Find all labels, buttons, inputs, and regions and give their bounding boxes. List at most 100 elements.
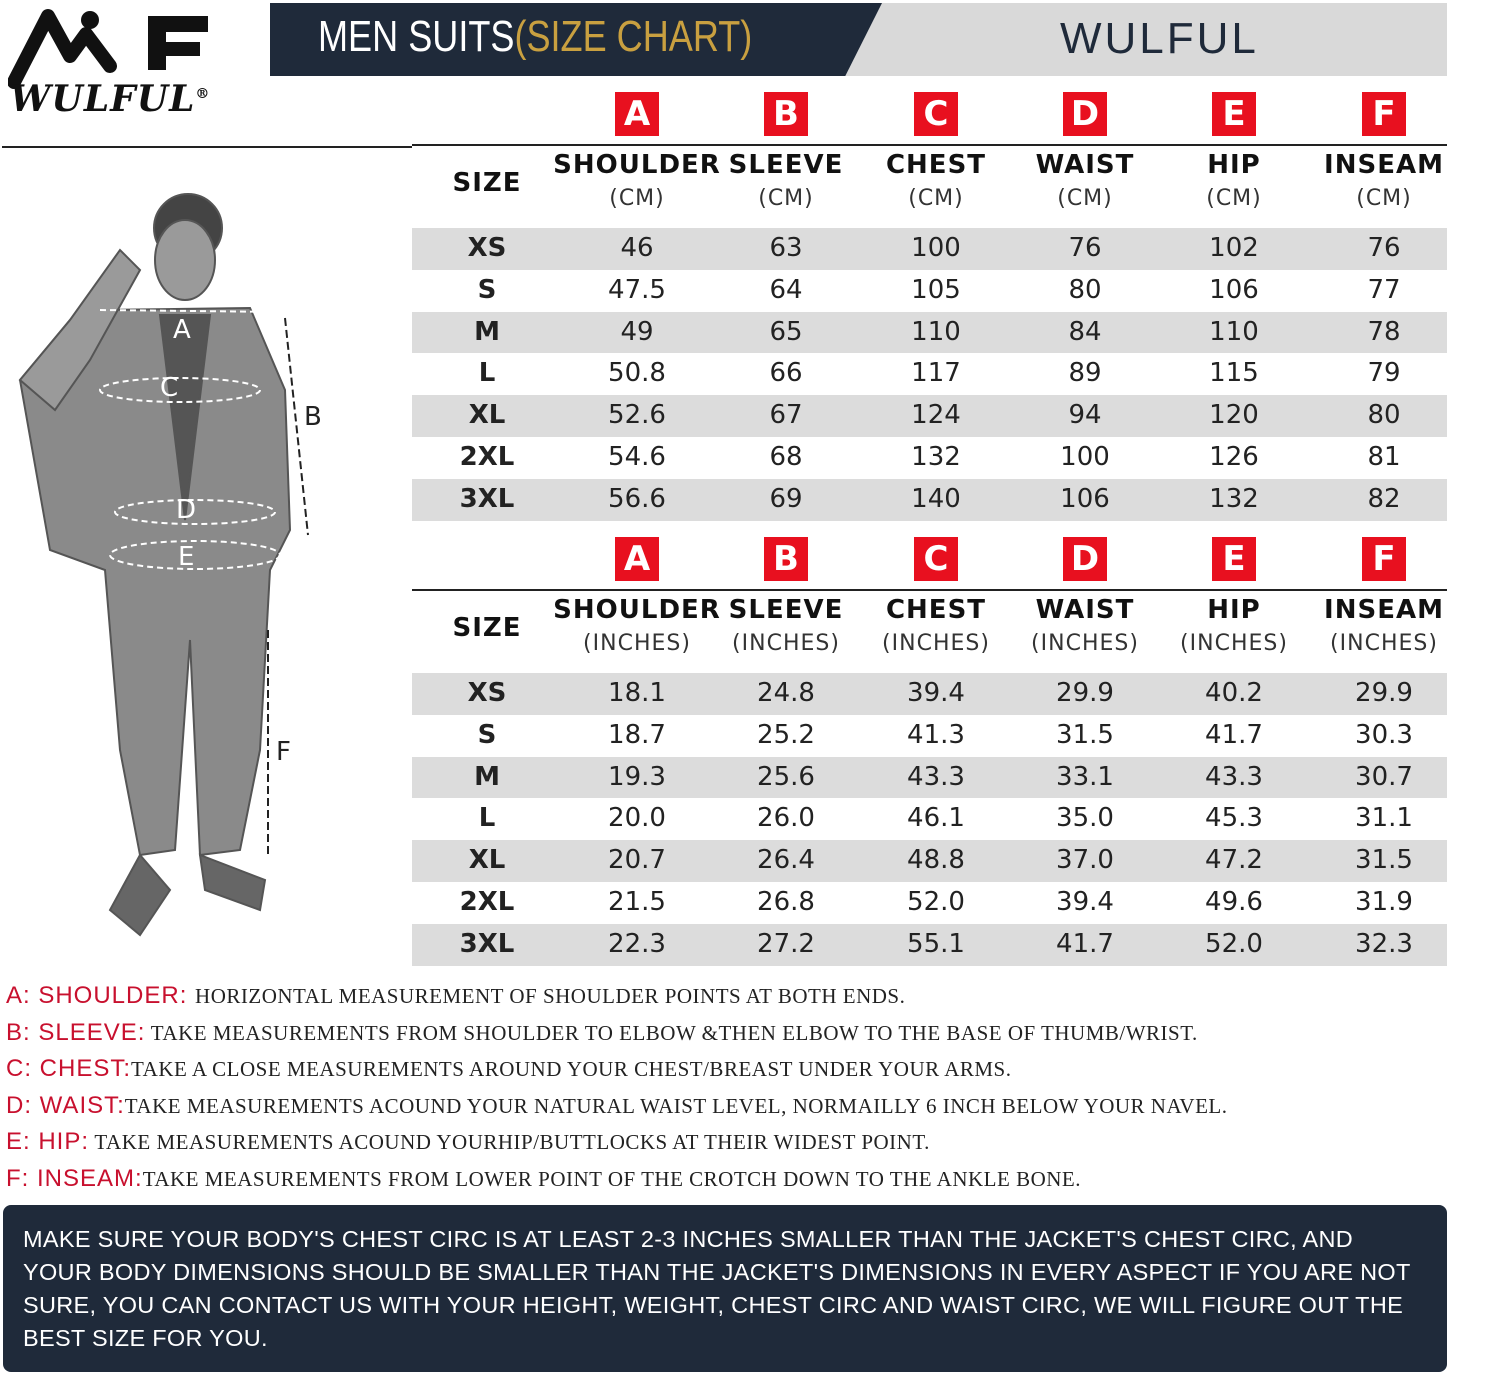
size-label: S: [477, 274, 497, 305]
column-unit: (INCHES): [882, 631, 990, 656]
table-cell: 77: [1367, 274, 1401, 305]
letter-badge: F: [1362, 537, 1406, 581]
description-line: E: HIP: TAKE MEASUREMENTS ACOUND YOURHIP…: [6, 1128, 1227, 1165]
table-cell: 31.5: [1355, 845, 1413, 876]
table-cell: 33.1: [1056, 761, 1114, 792]
table-row: 2XL 54.6 68 132 100 126 81: [412, 437, 1447, 479]
table-cell: 31.9: [1355, 886, 1413, 917]
figure-label-f: F: [276, 737, 291, 767]
column-header: SHOULDER: [553, 595, 721, 625]
letter-badge: C: [914, 537, 958, 581]
letter-badge: D: [1063, 92, 1107, 136]
table-cell: 65: [769, 316, 803, 347]
table-row: M 19.3 25.6 43.3 33.1 43.3 30.7: [412, 756, 1447, 799]
header-row: SIZE SHOULDER (CM) SLEEVE (CM) CHEST (CM) WAIST…: [412, 146, 1447, 228]
table-cell: 52.0: [1205, 928, 1263, 959]
table-cell: 50.8: [608, 358, 666, 389]
letter-badge: A: [615, 537, 659, 581]
column-unit: (CM): [1206, 186, 1262, 211]
letter-row: A B C D E F: [412, 537, 1447, 589]
description-label: F: INSEAM:: [6, 1164, 143, 1192]
table-cell: 106: [1209, 274, 1259, 305]
table-cell: 64: [769, 274, 803, 305]
table-row: XL 52.6 67 124 94 120 80: [412, 395, 1447, 437]
column-header: SLEEVE: [728, 150, 844, 180]
size-label: L: [478, 803, 496, 834]
table-cell: 27.2: [757, 928, 815, 959]
table-row: L 50.8 66 117 89 115 79: [412, 353, 1447, 395]
size-label: XL: [468, 845, 506, 876]
table-cell: 18.7: [608, 719, 666, 750]
description-label: D: WAIST:: [6, 1091, 125, 1119]
table-cell: 80: [1068, 274, 1102, 305]
wulful-logo-mark: [8, 9, 208, 89]
table-cell: 24.8: [757, 678, 815, 708]
table-cell: 110: [911, 316, 961, 347]
table-cell: 78: [1367, 316, 1401, 347]
column-header: WAIST: [1035, 595, 1135, 625]
table-cell: 31.1: [1355, 803, 1413, 834]
table-cell: 115: [1209, 358, 1259, 389]
banner-title-panel: [270, 3, 882, 76]
table-row: 3XL 56.6 69 140 106 132 82: [412, 478, 1447, 521]
logo-text: WULFUL®: [10, 78, 211, 120]
table-cell: 46: [620, 233, 654, 263]
letter-badge: F: [1362, 92, 1406, 136]
table-cell: 31.5: [1056, 719, 1114, 750]
table-cell: 105: [911, 274, 961, 305]
table-row: 3XL 22.3 27.2 55.1 41.7 52.0 32.3: [412, 923, 1447, 966]
description-text: TAKE MEASUREMENTS ACOUND YOURHIP/BUTTLOC…: [89, 1130, 930, 1154]
table-row: XL 20.7 26.4 48.8 37.0 47.2 31.5: [412, 840, 1447, 882]
table-cell: 25.6: [757, 761, 815, 792]
letter-badge: E: [1212, 537, 1256, 581]
table-cell: 35.0: [1056, 803, 1114, 834]
table-cell: 68: [769, 441, 803, 472]
table-cell: 25.2: [757, 719, 815, 750]
letter-badge: E: [1212, 92, 1256, 136]
column-unit: (CM): [1356, 186, 1412, 211]
table-cell: 102: [1209, 233, 1259, 263]
brand-name: WULFUL: [1060, 14, 1259, 63]
table-cell: 140: [911, 483, 961, 514]
description-line: F: INSEAM:TAKE MEASUREMENTS FROM LOWER P…: [6, 1165, 1227, 1202]
table-cell: 67: [769, 400, 803, 431]
table-cell: 80: [1367, 400, 1401, 431]
table-cell: 100: [911, 233, 961, 263]
size-label: 2XL: [459, 886, 515, 917]
table-cell: 43.3: [907, 761, 965, 792]
figure-label-b: B: [304, 402, 322, 432]
table-row: S 18.7 25.2 41.3 31.5 41.7 30.3: [412, 715, 1447, 757]
table-cell: 26.4: [757, 845, 815, 876]
table-cell: 39.4: [907, 678, 965, 708]
figure-label-c: C: [160, 373, 178, 403]
table-cell: 19.3: [608, 761, 666, 792]
table-cell: 126: [1209, 441, 1259, 472]
table-cell: 94: [1068, 400, 1102, 431]
column-header: INSEAM: [1324, 595, 1444, 625]
table-cell: 39.4: [1056, 886, 1114, 917]
page-title: MEN SUITS(SIZE CHART): [318, 12, 753, 61]
table-cell: 84: [1068, 316, 1102, 347]
table-cell: 21.5: [608, 886, 666, 917]
table-cell: 26.8: [757, 886, 815, 917]
size-label: XS: [467, 233, 507, 263]
table-cell: 117: [911, 358, 961, 389]
column-header: CHEST: [885, 595, 987, 625]
size-table-cm: A B C D E F SIZE SHOULDER (CM) SLEEVE (CM) CHEST (CM…: [412, 92, 1447, 521]
table-cell: 55.1: [907, 928, 965, 959]
suit-measurement-figure: A C D E B F: [18, 193, 322, 937]
table-cell: 81: [1367, 441, 1401, 472]
table-cell: 47.2: [1205, 845, 1263, 876]
table-cell: 20.0: [608, 803, 666, 834]
description-text: TAKE A CLOSE MEASUREMENTS AROUND YOUR CH…: [131, 1057, 1012, 1081]
size-label: S: [477, 719, 497, 750]
table-row: XS 46 63 100 76 102 76: [412, 228, 1447, 270]
divider: [412, 589, 1447, 591]
column-unit: (CM): [908, 186, 964, 211]
table-cell: 20.7: [608, 845, 666, 876]
table-cell: 48.8: [907, 845, 965, 876]
column-unit: (CM): [758, 186, 814, 211]
figure-label-d: D: [176, 495, 196, 525]
column-header: SLEEVE: [728, 595, 844, 625]
column-header: HIP: [1207, 595, 1261, 625]
